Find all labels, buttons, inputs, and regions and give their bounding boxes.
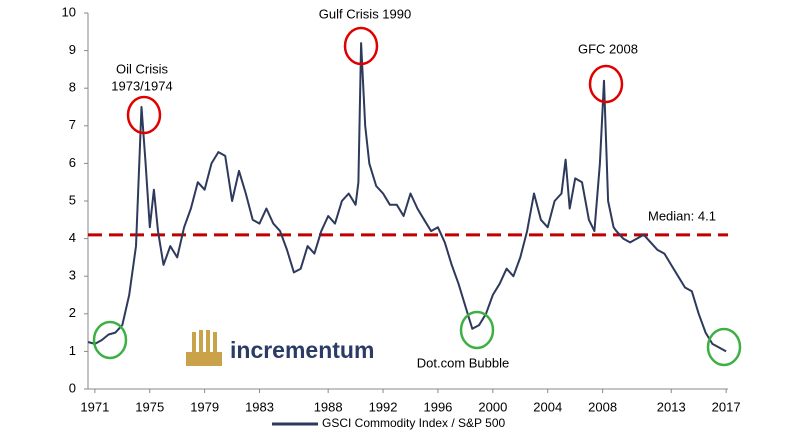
x-tick-label: 1975	[135, 399, 164, 414]
x-tick-label: 1971	[80, 399, 109, 414]
data-line	[87, 42, 727, 353]
y-tick-label: 3	[69, 268, 76, 283]
highlight-circle	[343, 26, 379, 66]
highlight-circle	[706, 327, 742, 367]
highlight-circle	[588, 64, 624, 104]
highlight-circle	[126, 95, 162, 135]
logo-icon	[186, 330, 222, 366]
median-label: Median: 4.1	[648, 208, 716, 223]
y-tick-label: 1	[69, 343, 76, 358]
x-tick-label: 1996	[423, 399, 452, 414]
y-tick-label: 4	[69, 230, 76, 245]
x-tick-label: 1979	[190, 399, 219, 414]
x-tick-label: 2004	[533, 399, 562, 414]
logo-text: incrementum	[230, 337, 374, 363]
annotation: 1973/1974	[111, 78, 172, 93]
x-tick-label: 2017	[712, 399, 741, 414]
x-tick-label: 2008	[588, 399, 617, 414]
y-tick-label: 6	[69, 155, 76, 170]
x-tick-label: 2013	[657, 399, 686, 414]
annotation: Gulf Crisis 1990	[319, 6, 411, 21]
x-tick-label: 1983	[245, 399, 274, 414]
y-tick-label: 0	[69, 380, 76, 395]
y-tick-label: 5	[69, 192, 76, 207]
highlight-circle	[459, 310, 495, 350]
y-tick-label: 8	[69, 80, 76, 95]
annotation: Oil Crisis	[116, 61, 168, 76]
annotation: GFC 2008	[578, 41, 638, 56]
x-tick-label: 2000	[478, 399, 507, 414]
highlight-circle	[92, 320, 128, 360]
legend-label: GSCI Commodity Index / S&P 500	[322, 416, 506, 430]
x-tick-label: 1988	[314, 399, 343, 414]
y-tick-label: 7	[69, 117, 76, 132]
annotation: Dot.com Bubble	[417, 355, 510, 370]
x-tick-label: 1992	[369, 399, 398, 414]
y-tick-label: 10	[62, 4, 76, 19]
y-tick-label: 2	[69, 305, 76, 320]
y-tick-label: 9	[69, 42, 76, 57]
